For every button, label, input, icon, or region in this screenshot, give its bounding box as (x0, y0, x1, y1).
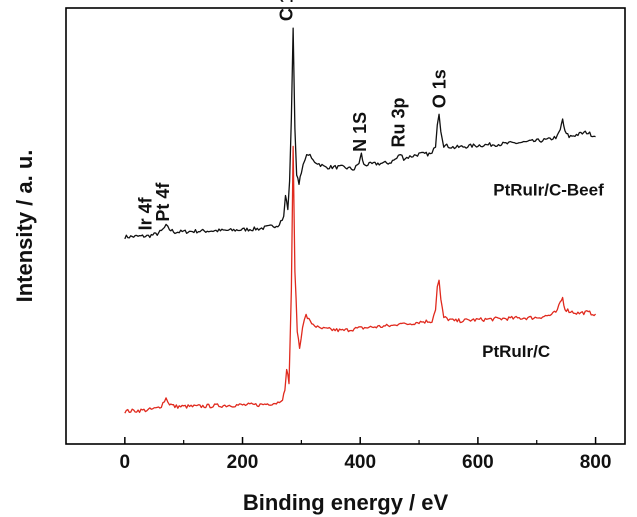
x-axis-ticks: 0 200 400 600 800 (120, 437, 612, 473)
x-axis-title: Binding energy / eV (243, 490, 449, 515)
series-name-label: PtRuIr/C-Beef (493, 180, 604, 199)
peak-label: N 1S (350, 112, 370, 152)
peak-label: Ir 4f (135, 196, 155, 230)
series-line-1 (124, 145, 597, 414)
series-labels: PtRuIr/C-Beef PtRuIr/C (482, 180, 604, 360)
x-tick-label: 400 (344, 452, 376, 473)
x-tick-label: 600 (462, 452, 494, 473)
peak-label: C 1s (277, 0, 297, 21)
peak-label: Ru 3p (388, 98, 408, 148)
x-tick-label: 200 (227, 452, 259, 473)
series-line-0 (124, 27, 596, 240)
peak-label: O 1s (430, 69, 450, 108)
y-axis-title: Intensity / a. u. (12, 150, 37, 303)
x-tick-label: 0 (120, 452, 131, 473)
plot-area-frame (65, 7, 626, 445)
series-layer (124, 27, 597, 414)
peak-label: Pt 4f (153, 182, 173, 222)
x-tick-label: 800 (580, 452, 612, 473)
series-name-label: PtRuIr/C (482, 342, 550, 361)
